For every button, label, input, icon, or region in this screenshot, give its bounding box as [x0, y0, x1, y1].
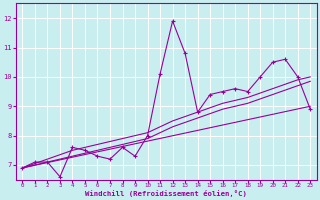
X-axis label: Windchill (Refroidissement éolien,°C): Windchill (Refroidissement éolien,°C)	[85, 190, 247, 197]
